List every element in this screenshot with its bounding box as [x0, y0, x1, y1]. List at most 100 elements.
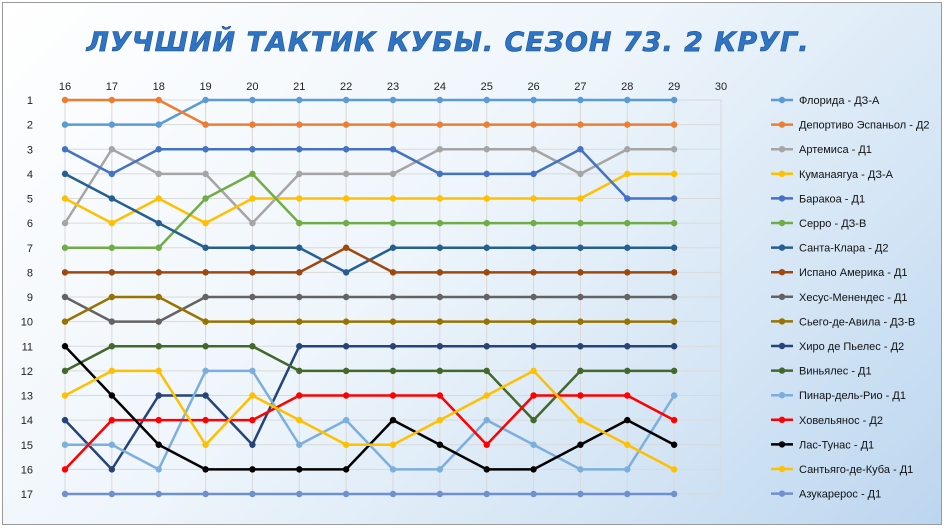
data-point — [624, 318, 631, 325]
data-point — [577, 416, 584, 424]
data-point — [108, 392, 116, 399]
series-9 — [61, 293, 678, 325]
legend-entry: Серро - ДЗ-В — [771, 218, 866, 230]
data-point — [342, 195, 350, 202]
data-point — [61, 244, 69, 251]
x-tick-label: 23 — [387, 81, 399, 93]
data-point — [342, 367, 350, 375]
data-point — [296, 293, 303, 301]
y-tick-label: 13 — [21, 391, 33, 403]
y-tick-label: 16 — [21, 464, 33, 476]
line-chart: ЛУЧШИЙ ТАКТИК КУБЫ. СЕЗОН 73. 2 КРУГ. 16… — [21, 26, 930, 501]
data-point — [577, 367, 584, 375]
data-point — [342, 343, 350, 350]
data-point — [342, 490, 350, 498]
data-point — [436, 318, 444, 325]
data-point — [249, 490, 256, 498]
data-point — [389, 416, 397, 424]
data-point — [483, 441, 490, 448]
data-point — [389, 293, 397, 301]
data-point — [436, 269, 444, 276]
data-point — [249, 318, 256, 325]
data-point — [389, 121, 397, 128]
data-point — [202, 466, 209, 473]
legend-label: Хесус-Менендес - Д1 — [799, 292, 908, 304]
series-line — [65, 98, 675, 126]
data-point — [155, 244, 162, 251]
data-point — [670, 219, 678, 227]
data-point — [61, 343, 69, 350]
chart-area: ЛУЧШИЙ ТАКТИК КУБЫ. СЕЗОН 73. 2 КРУГ. 16… — [2, 2, 942, 525]
data-point — [108, 490, 116, 498]
data-point — [670, 318, 678, 325]
data-point — [670, 146, 678, 153]
x-tick-label: 18 — [153, 81, 165, 93]
data-point — [61, 96, 69, 104]
data-point — [296, 195, 303, 202]
x-tick-label: 20 — [246, 81, 258, 93]
legend-marker — [778, 121, 786, 128]
data-point — [342, 244, 350, 251]
data-point — [577, 219, 584, 227]
series-line — [65, 172, 675, 249]
x-tick-label: 22 — [340, 81, 352, 93]
y-tick-label: 6 — [27, 218, 33, 230]
data-point — [61, 170, 69, 178]
legend-label: Санта-Клара - Д2 — [799, 243, 888, 255]
data-point — [108, 146, 116, 153]
series-group — [61, 96, 678, 498]
series-line — [64, 345, 675, 422]
data-point — [530, 293, 537, 301]
y-tick-label: 7 — [27, 243, 33, 255]
x-tick-label: 16 — [59, 81, 71, 93]
data-point — [624, 170, 631, 178]
data-point — [342, 416, 350, 424]
series-1 — [61, 96, 678, 128]
data-point — [436, 96, 444, 104]
series-line — [64, 345, 675, 471]
series-line — [64, 369, 675, 471]
data-point — [155, 121, 162, 128]
data-point — [342, 392, 350, 399]
data-point — [483, 416, 490, 424]
y-tick-label: 2 — [27, 120, 33, 132]
data-point — [202, 96, 209, 104]
data-point — [108, 121, 116, 128]
legend-entry: Артемиса - Д1 — [771, 144, 872, 156]
data-point — [530, 466, 537, 473]
data-point — [436, 170, 444, 178]
data-point — [61, 441, 69, 448]
data-point — [249, 170, 256, 178]
data-point — [296, 441, 303, 448]
data-point — [296, 343, 303, 350]
data-point — [577, 170, 584, 178]
data-point — [670, 466, 678, 473]
x-tick-label: 19 — [199, 81, 211, 93]
legend-marker — [778, 416, 786, 423]
legend-label: Баракоа - Д1 — [799, 193, 865, 205]
series-2 — [61, 96, 678, 128]
data-point — [670, 293, 678, 301]
data-point — [155, 490, 162, 498]
series-line — [65, 246, 675, 274]
data-point — [530, 392, 537, 399]
series-16 — [61, 367, 678, 473]
data-point — [670, 195, 678, 202]
series-line — [64, 295, 675, 323]
data-point — [389, 367, 397, 375]
legend-marker — [778, 367, 786, 374]
data-point — [296, 96, 303, 104]
data-point — [202, 170, 209, 178]
data-point — [155, 195, 162, 202]
data-point — [342, 441, 350, 448]
data-point — [577, 269, 584, 276]
data-point — [483, 343, 490, 350]
legend-entry: Ховельянос - Д2 — [771, 415, 883, 427]
data-point — [249, 416, 256, 424]
data-point — [670, 244, 678, 251]
data-point — [483, 146, 490, 153]
legend-marker — [778, 293, 786, 300]
data-point — [624, 293, 631, 301]
legend-entry: Депортиво Эспаньол - Д2 — [771, 120, 930, 132]
data-point — [483, 244, 490, 251]
